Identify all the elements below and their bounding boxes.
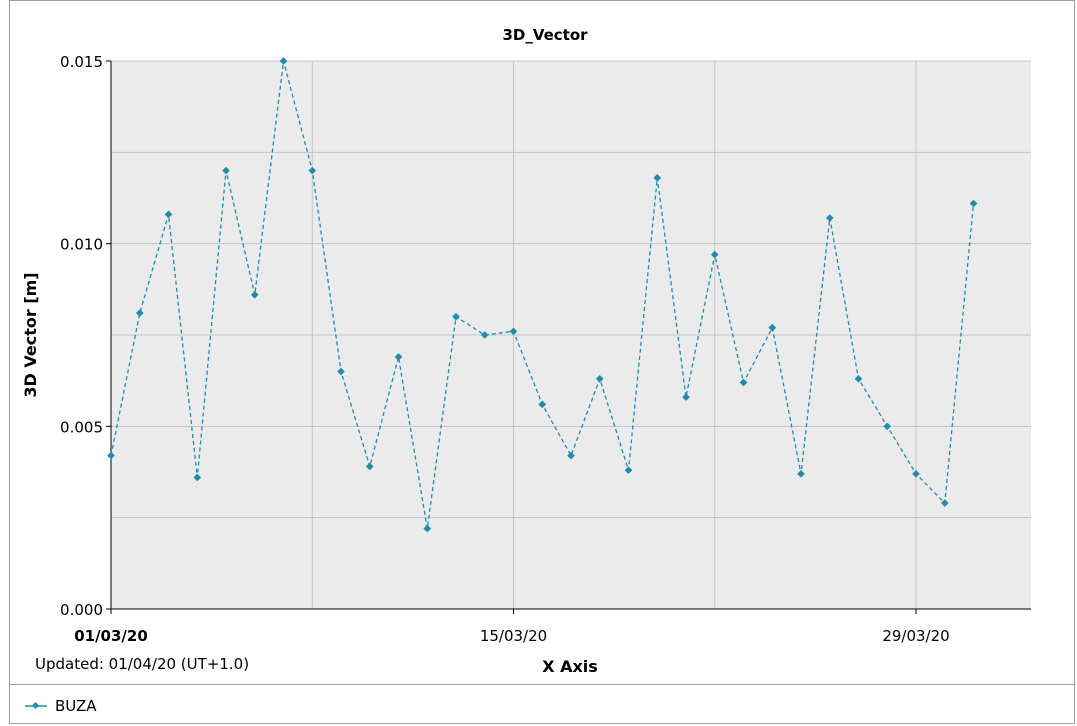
y-tick-label: 0.010: [60, 236, 103, 254]
data-point: [509, 327, 518, 336]
legend-divider: [9, 684, 1075, 685]
data-point: [250, 290, 259, 299]
y-tick-label: 0.000: [60, 601, 103, 619]
y-tick-label: 0.015: [60, 53, 103, 71]
data-point: [710, 250, 719, 259]
x-axis-title: X Axis: [542, 657, 598, 676]
data-point: [135, 309, 144, 317]
data-point: [595, 374, 604, 383]
y-tick-label: 0.005: [60, 418, 103, 436]
x-tick-label: 15/03/20: [480, 627, 547, 645]
data-point: [452, 312, 460, 321]
data-point: [825, 214, 834, 222]
data-point: [883, 422, 892, 431]
data-point: [854, 375, 863, 383]
data-point: [480, 331, 489, 339]
data-point: [423, 524, 432, 533]
updated-text: Updated: 01/04/20 (UT+1.0): [35, 655, 249, 673]
data-point: [337, 367, 345, 376]
data-point: [739, 378, 748, 387]
data-point: [624, 466, 633, 474]
chart-title: 3D_Vector: [502, 26, 588, 44]
data-point: [365, 462, 374, 471]
data-point: [538, 400, 547, 409]
legend-marker: [31, 701, 40, 710]
data-point: [768, 323, 777, 332]
x-tick-label: 29/03/20: [882, 627, 949, 645]
data-point: [222, 166, 230, 175]
data-point: [193, 473, 202, 482]
y-axis-title: 3D Vector [m]: [21, 272, 40, 397]
data-point: [394, 353, 403, 361]
data-point: [940, 499, 949, 507]
legend-label-buza: BUZA: [55, 697, 97, 715]
legend: BUZA: [25, 697, 97, 715]
x-tick-label: 01/03/20: [74, 627, 148, 645]
